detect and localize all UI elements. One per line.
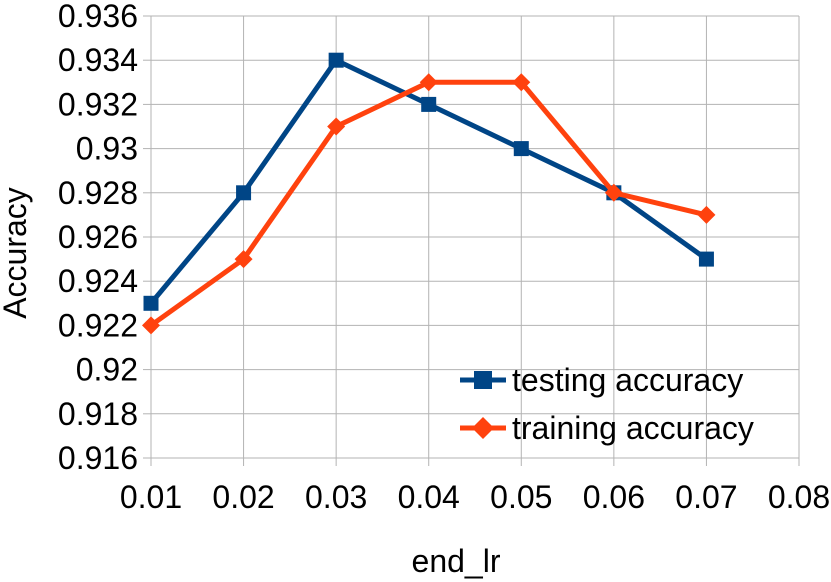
series-layer bbox=[142, 52, 716, 335]
data-point-training-accuracy bbox=[697, 205, 716, 224]
x-tick-labels: 0.01 0.02 0.03 0.04 0.05 0.06 0.07 0.08 bbox=[120, 479, 830, 515]
data-point-training-accuracy bbox=[419, 73, 438, 92]
x-tick-label-0-03: 0.03 bbox=[305, 479, 367, 515]
data-point-testing-accuracy bbox=[698, 251, 714, 267]
data-point-testing-accuracy bbox=[513, 141, 529, 157]
y-tick-label-0-924: 0.924 bbox=[58, 263, 138, 299]
y-tick-label-0-932: 0.932 bbox=[58, 86, 138, 122]
y-tick-label-0-922: 0.922 bbox=[58, 307, 138, 343]
x-tick-label-0-01: 0.01 bbox=[120, 479, 182, 515]
x-axis-title: end_lr bbox=[412, 543, 501, 579]
data-point-training-accuracy bbox=[327, 117, 346, 136]
y-tick-labels: 0.916 0.918 0.92 0.922 0.924 0.926 0.928 0.93 0.… bbox=[58, 0, 138, 476]
x-tick-label-0-07: 0.07 bbox=[675, 479, 737, 515]
x-tick-label-0-06: 0.06 bbox=[583, 479, 645, 515]
y-tick-label-0-916: 0.916 bbox=[58, 440, 138, 476]
y-tick-label-0-92: 0.92 bbox=[76, 352, 138, 388]
legend: testing accuracy training accuracy bbox=[460, 362, 754, 446]
series-training-accuracy bbox=[142, 73, 716, 335]
y-tick-label-0-934: 0.934 bbox=[58, 42, 138, 78]
data-point-testing-accuracy bbox=[328, 52, 344, 68]
legend-label-training-accuracy: training accuracy bbox=[512, 410, 754, 446]
legend-marker-training-accuracy bbox=[472, 417, 494, 439]
x-tick-label-0-05: 0.05 bbox=[490, 479, 552, 515]
data-point-testing-accuracy bbox=[421, 96, 437, 112]
data-point-training-accuracy bbox=[234, 250, 253, 269]
x-tick-label-0-04: 0.04 bbox=[398, 479, 460, 515]
y-tick-label-0-928: 0.928 bbox=[58, 175, 138, 211]
y-tick-label-0-918: 0.918 bbox=[58, 396, 138, 432]
legend-label-testing-accuracy: testing accuracy bbox=[512, 362, 743, 398]
x-tick-label-0-08: 0.08 bbox=[768, 479, 830, 515]
y-axis-title: Accuracy bbox=[0, 187, 33, 319]
y-tick-label-0-926: 0.926 bbox=[58, 219, 138, 255]
data-point-training-accuracy bbox=[604, 183, 623, 202]
y-tick-label-0-93: 0.93 bbox=[76, 131, 138, 167]
data-point-training-accuracy bbox=[142, 316, 160, 335]
x-tick-label-0-02: 0.02 bbox=[212, 479, 274, 515]
data-point-training-accuracy bbox=[512, 73, 531, 92]
data-point-testing-accuracy bbox=[143, 295, 159, 311]
legend-marker-testing-accuracy bbox=[474, 371, 492, 389]
data-point-testing-accuracy bbox=[236, 185, 252, 201]
y-tick-label-0-936: 0.936 bbox=[58, 0, 138, 34]
